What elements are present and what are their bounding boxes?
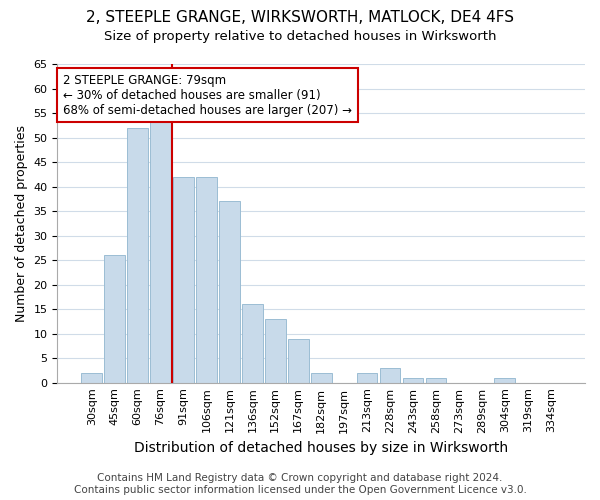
Text: Size of property relative to detached houses in Wirksworth: Size of property relative to detached ho… [104,30,496,43]
Bar [219,202,240,382]
Bar [173,177,194,382]
Text: Contains HM Land Registry data © Crown copyright and database right 2024.
Contai: Contains HM Land Registry data © Crown c… [74,474,526,495]
Bar [403,378,424,382]
X-axis label: Distribution of detached houses by size in Wirksworth: Distribution of detached houses by size … [134,441,508,455]
Bar [150,118,171,382]
Bar [265,319,286,382]
Bar [196,177,217,382]
Bar [82,373,102,382]
Bar [357,373,377,382]
Bar [311,373,332,382]
Bar [494,378,515,382]
Bar [104,255,125,382]
Text: 2 STEEPLE GRANGE: 79sqm
← 30% of detached houses are smaller (91)
68% of semi-de: 2 STEEPLE GRANGE: 79sqm ← 30% of detache… [62,74,352,116]
Y-axis label: Number of detached properties: Number of detached properties [15,125,28,322]
Bar [127,128,148,382]
Text: 2, STEEPLE GRANGE, WIRKSWORTH, MATLOCK, DE4 4FS: 2, STEEPLE GRANGE, WIRKSWORTH, MATLOCK, … [86,10,514,25]
Bar [425,378,446,382]
Bar [288,338,308,382]
Bar [380,368,400,382]
Bar [242,304,263,382]
